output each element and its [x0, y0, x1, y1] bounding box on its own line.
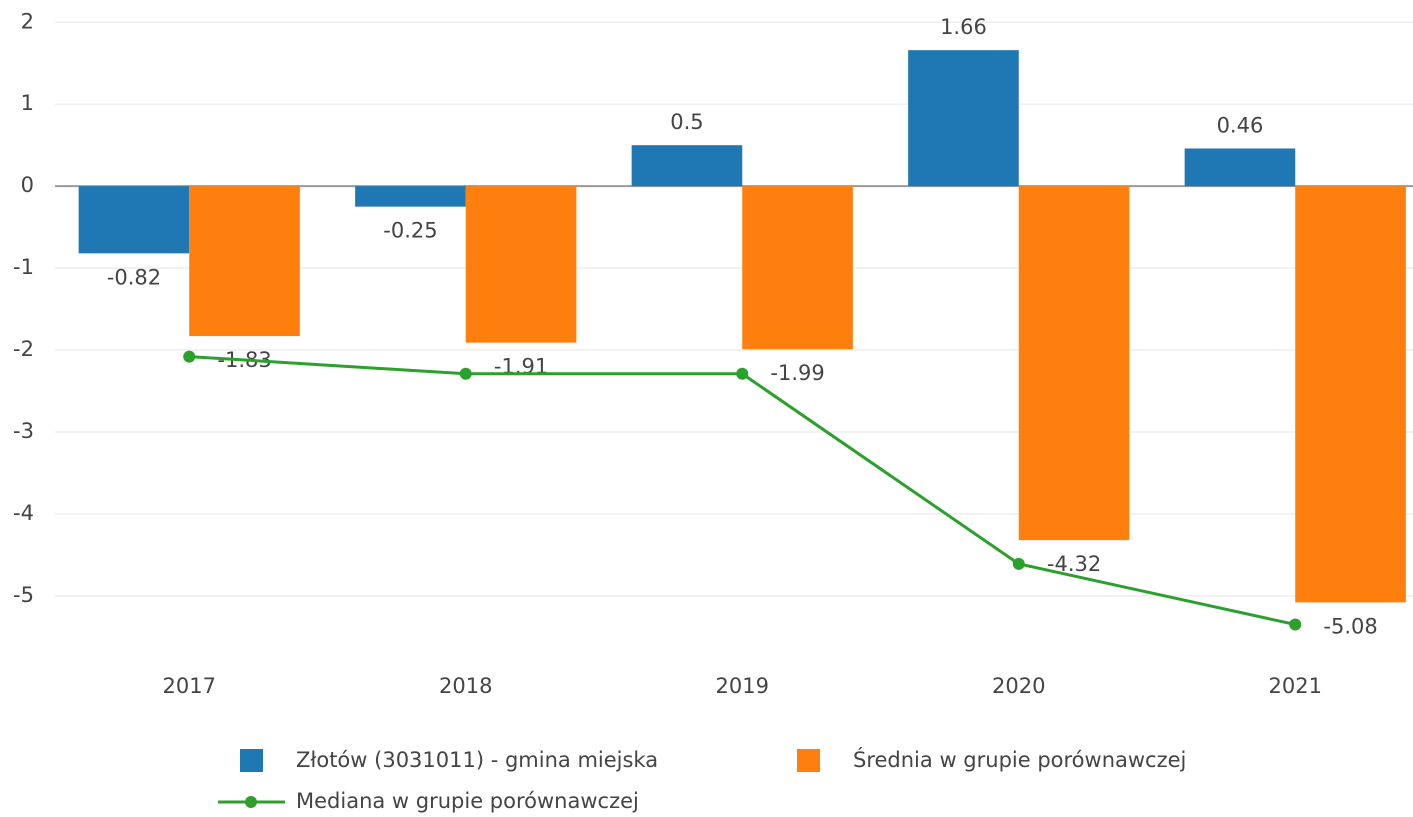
bar: [742, 186, 853, 350]
bar-value-label: 0.46: [1217, 113, 1264, 137]
legend-label: Mediana w grupie porównawczej: [296, 789, 639, 813]
bar-value-label: -5.08: [1323, 614, 1377, 638]
bar-value-label: -1.99: [770, 361, 824, 385]
bar-value-label: 1.66: [940, 15, 987, 39]
x-tick-label: 2020: [992, 674, 1045, 698]
bar: [189, 186, 300, 337]
y-tick-label: -2: [13, 337, 34, 361]
line-point: [459, 367, 472, 380]
x-tick-label: 2021: [1269, 674, 1322, 698]
legend-swatch: [240, 749, 263, 772]
y-tick-label: -3: [13, 419, 34, 443]
bar: [355, 186, 466, 207]
legend-label: Średnia w grupie porównawczej: [853, 747, 1186, 772]
bar-value-label: 0.5: [670, 110, 703, 134]
bar: [465, 186, 577, 343]
bar: [1184, 148, 1296, 187]
y-tick-label: -5: [13, 583, 34, 607]
x-tick-label: 2019: [716, 674, 769, 698]
bar: [78, 186, 190, 254]
legend-label: Złotów (3031011) - gmina miejska: [296, 748, 658, 772]
y-tick-label: -4: [13, 501, 34, 525]
y-tick-label: -1: [13, 255, 34, 279]
bar: [908, 50, 1019, 187]
line-point: [183, 350, 196, 363]
bar-value-label: -0.82: [107, 265, 161, 289]
bar: [1295, 186, 1406, 603]
bar-value-label: -0.25: [383, 219, 437, 243]
legend-swatch: [797, 749, 820, 772]
bar: [1018, 186, 1130, 541]
line-point: [1289, 618, 1302, 631]
line-point: [736, 367, 749, 380]
legend-marker: [245, 796, 257, 808]
y-tick-label: 2: [21, 9, 34, 33]
line-point: [1012, 557, 1025, 570]
bar: [631, 145, 743, 187]
x-tick-label: 2017: [163, 674, 216, 698]
y-tick-label: 0: [21, 173, 34, 197]
y-tick-label: 1: [21, 91, 34, 115]
x-tick-label: 2018: [439, 674, 492, 698]
